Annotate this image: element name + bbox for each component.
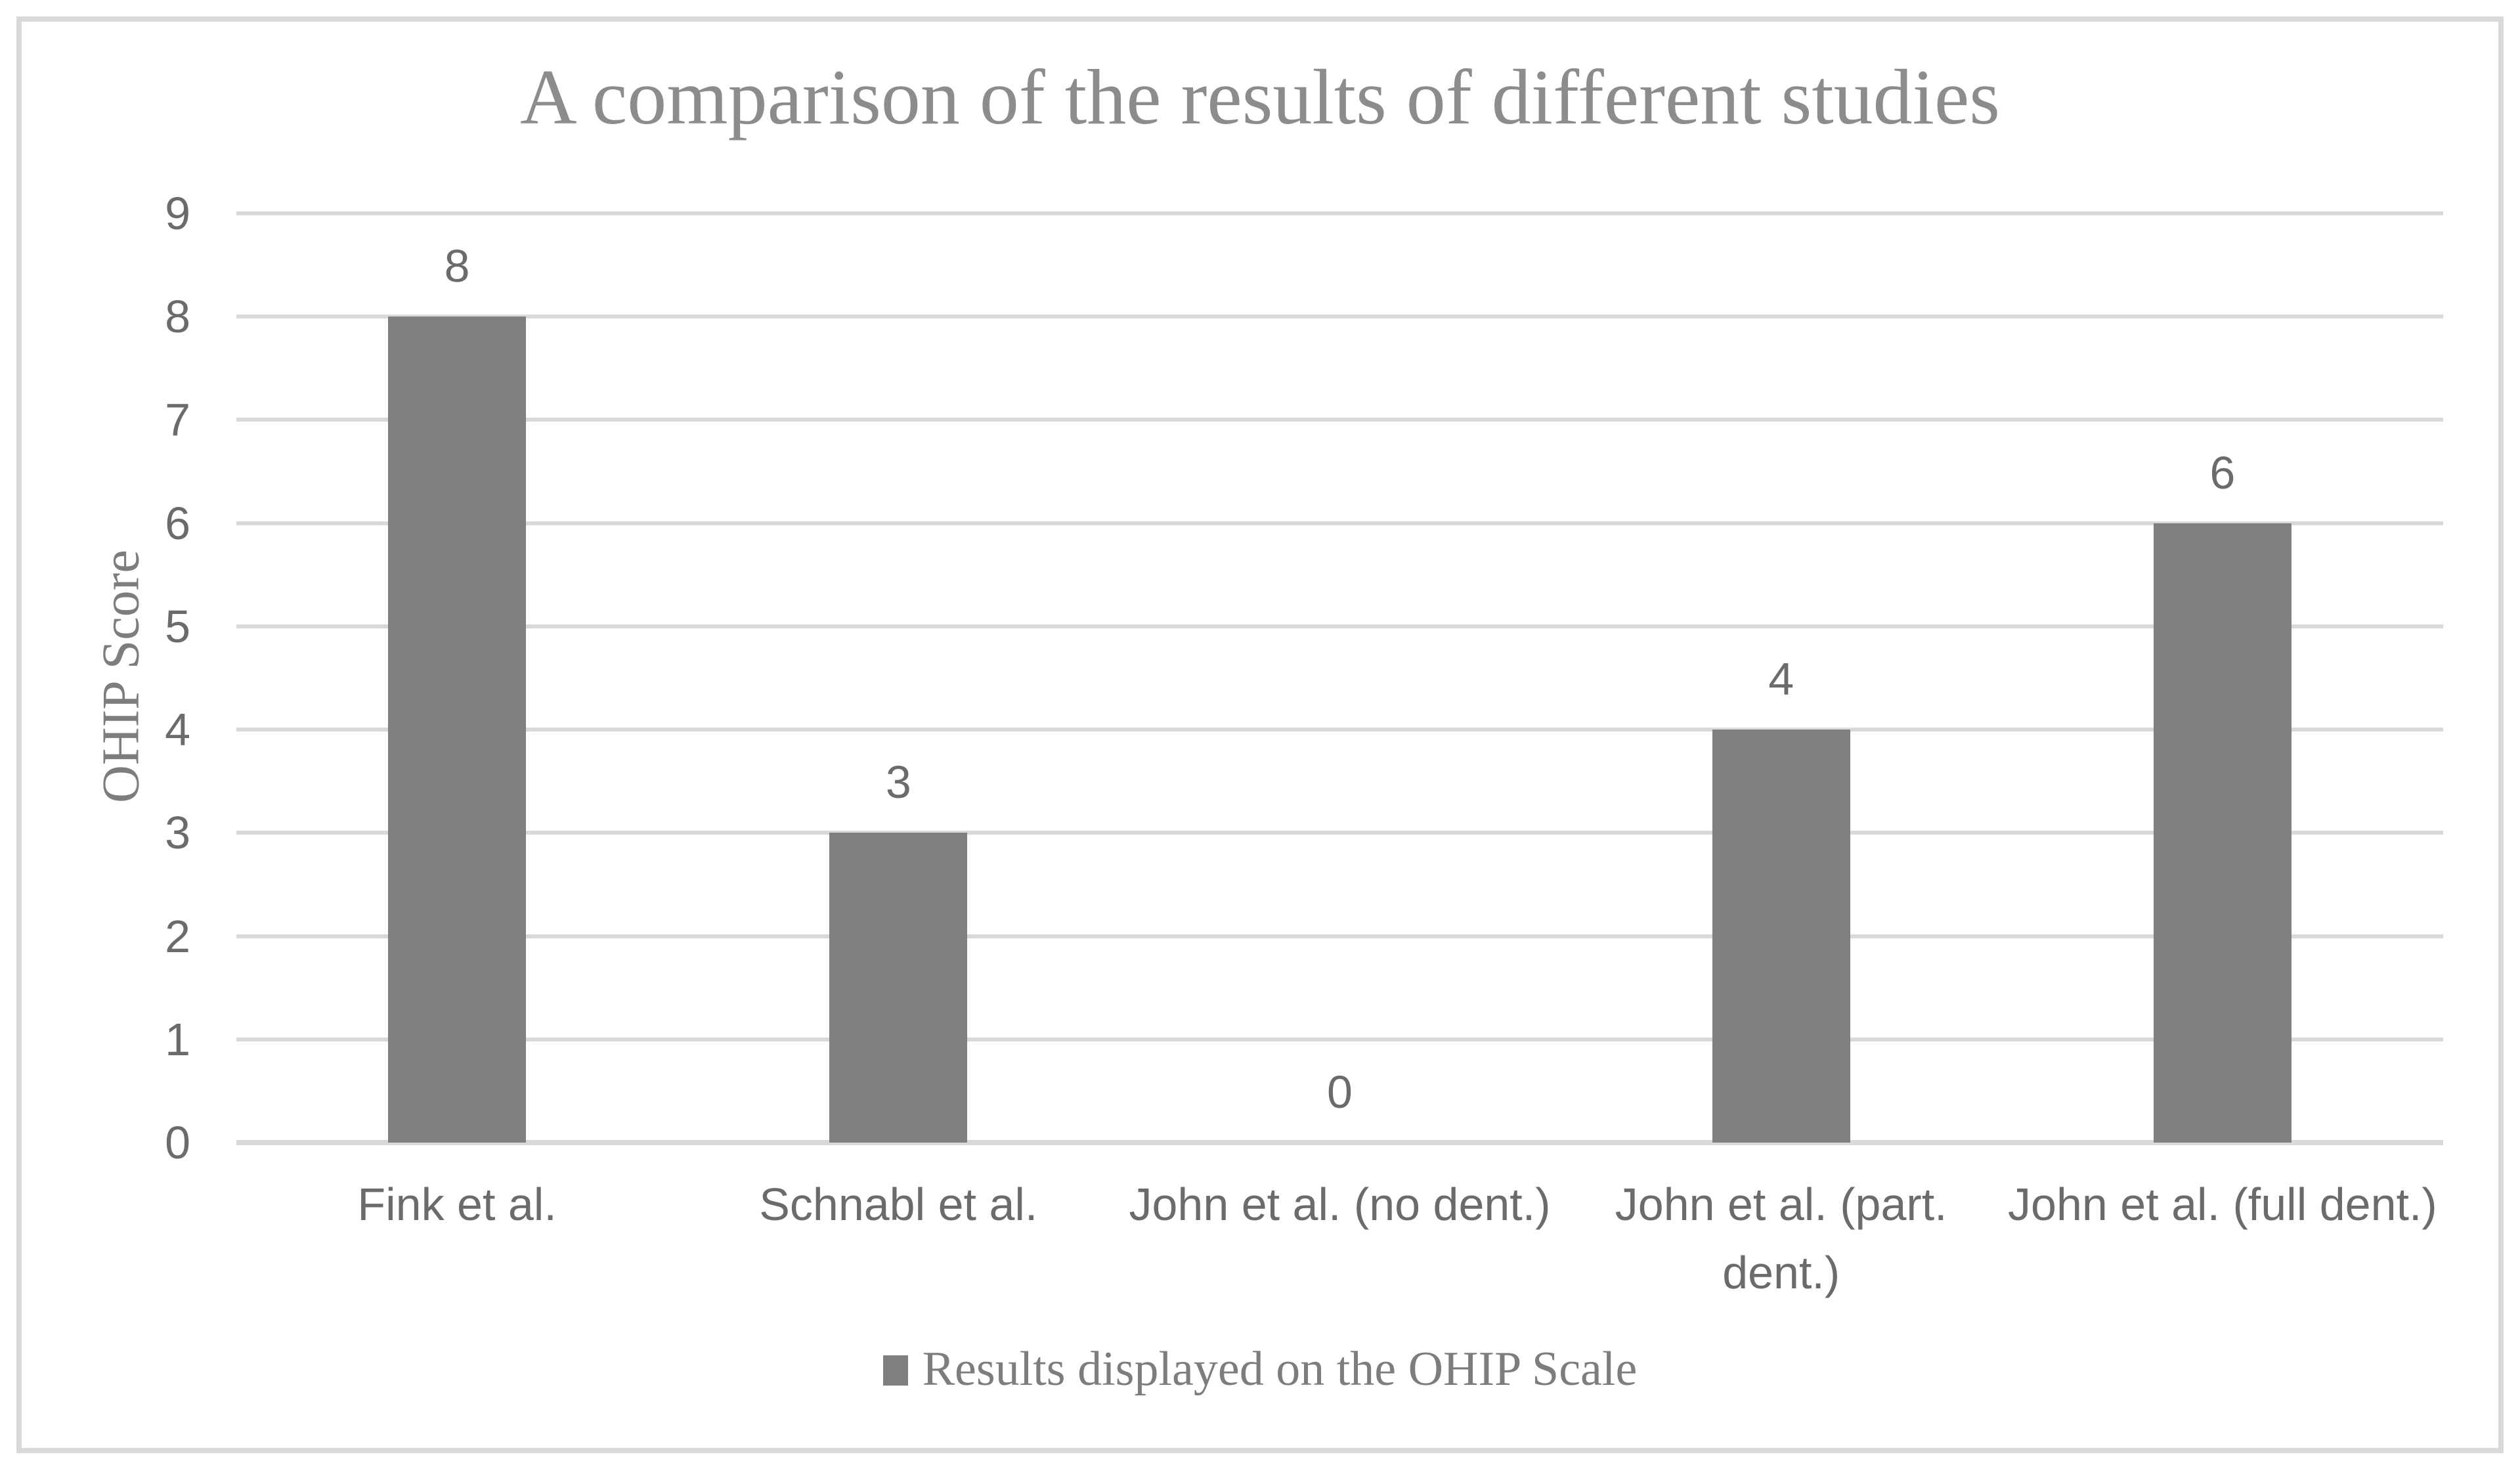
y-tick-label: 4: [165, 704, 190, 756]
bar: [1712, 730, 1850, 1143]
chart-title: A comparison of the results of different…: [520, 53, 2000, 141]
bar-value-label: 8: [444, 240, 470, 292]
gridline: [236, 315, 2443, 319]
gridline: [236, 418, 2443, 422]
bar: [829, 833, 968, 1143]
gridline: [236, 211, 2443, 215]
bar-value-label: 4: [1768, 653, 1794, 705]
gridline: [236, 624, 2443, 628]
legend-label: Results displayed on the OHIP Scale: [922, 1342, 1638, 1396]
gridline: [236, 831, 2443, 835]
y-tick-label: 6: [165, 497, 190, 549]
bar-value-label: 0: [1327, 1066, 1353, 1118]
legend-marker: [882, 1355, 908, 1386]
gridline: [236, 521, 2443, 525]
bar-value-label: 3: [885, 756, 911, 808]
bar: [2153, 523, 2292, 1143]
y-tick-label: 7: [165, 394, 190, 446]
y-tick-label: 2: [165, 910, 190, 962]
legend: Results displayed on the OHIP Scale: [0, 1345, 2520, 1393]
y-tick-label: 1: [165, 1013, 190, 1065]
y-tick-label: 9: [165, 188, 190, 239]
bar-value-label: 6: [2209, 447, 2236, 498]
y-tick-label: 5: [165, 600, 190, 652]
bar: [388, 317, 527, 1143]
x-category-label: John et al. (part. dent.): [1615, 1179, 1947, 1298]
x-axis-line: [236, 1140, 2443, 1145]
y-tick-label: 3: [165, 807, 190, 859]
x-category-label: John et al. (no dent.): [1129, 1179, 1551, 1230]
y-axis-title: OHIP Score: [92, 550, 150, 803]
gridline: [236, 1037, 2443, 1041]
x-category-label: John et al. (full dent.): [2008, 1179, 2437, 1230]
x-category-label: Fink et al.: [357, 1179, 557, 1230]
y-tick-label: 8: [165, 291, 190, 343]
x-category-label: Schnabl et al.: [759, 1179, 1038, 1230]
gridline: [236, 728, 2443, 732]
gridline: [236, 934, 2443, 938]
y-tick-label: 0: [165, 1117, 190, 1168]
